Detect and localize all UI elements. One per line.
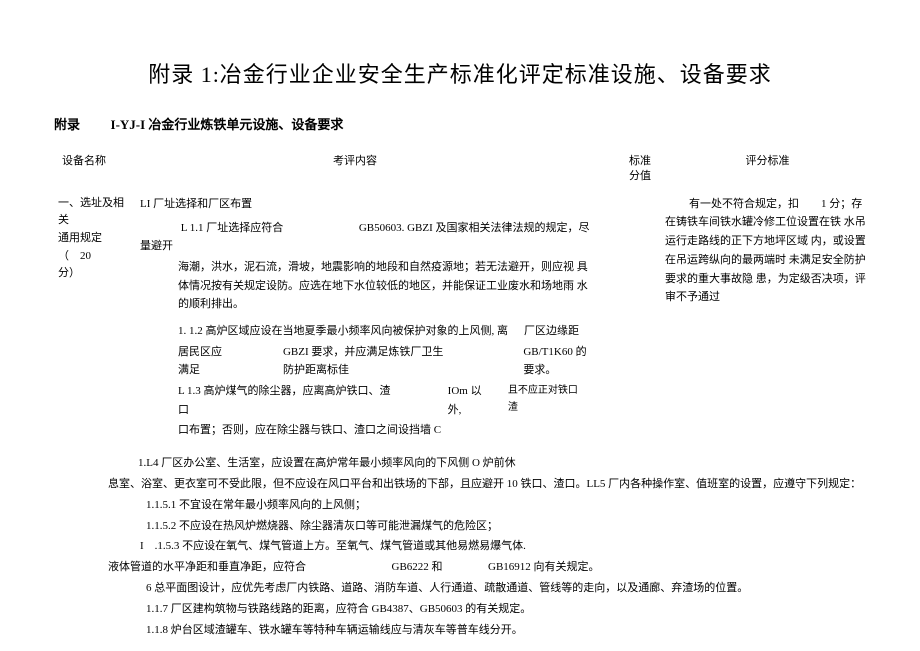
text-frag: 海潮，洪水，泥石流，滑坡，地震影响的地段和自然疫源地；若无法避开，则应视 具体情…: [178, 261, 588, 310]
header-score-l1: 标准: [615, 154, 665, 169]
text-frag: 液体管道的水平净距和垂直净距，应符合: [108, 561, 306, 573]
left-line: 一、选址及相关: [58, 195, 130, 230]
appendix-subtitle: 附录 I-YJ-I 冶金行业炼铁单元设施、设备要求: [50, 116, 870, 134]
header-score: 标准 分值: [615, 154, 665, 185]
paragraph: 口布置；否则，应在除尘器与铁口、渣口之间设挡墙 C: [140, 421, 595, 440]
left-line: 分）: [58, 265, 130, 283]
paragraph: 6 总平面图设计，应优先考虑厂内铁路、道路、消防车道、人行通道、疏散通道、管线等…: [98, 579, 870, 599]
paragraph: L 1.1 厂址选择应符合 GB50603. GBZI 及国家相关法律法规的规定…: [140, 219, 595, 256]
equipment-name-cell: 一、选址及相关 通用规定 （ 20 分）: [50, 195, 130, 442]
text-frag: 口布置；否则，应在除尘器与铁口、渣口之间设挡墙 C: [178, 424, 441, 436]
text-frag: GB6222 和: [392, 561, 443, 573]
paragraph: 1.1.5.2 不应设在热风炉燃烧器、除尘器清灰口等可能泄漏煤气的危险区；: [98, 517, 870, 537]
text-frag: GB16912 向有关规定。: [488, 561, 600, 573]
table-body: 一、选址及相关 通用规定 （ 20 分） LI 厂址选择和厂区布置 L 1.1 …: [50, 195, 870, 442]
subtitle-code: I-YJ-I 冶金行业炼铁单元设施、设备要求: [111, 117, 344, 132]
paragraph: 居民区应满足 GBZI 要求，并应满足炼铁厂卫生防护距离标佳 GB/T1K60 …: [140, 343, 595, 380]
text-frag: 居民区应满足: [178, 343, 227, 380]
header-name: 设备名称: [50, 154, 155, 185]
paragraph: L 1.3 高炉煤气的除尘器，应离高炉铁口、渣口 IOm 以外, 且不应正对铁口…: [140, 382, 595, 419]
paragraph: 息室、浴室、更衣室可不受此限，但不应设在风口平台和出铁场的下部，且应避开 10 …: [98, 475, 870, 495]
text-frag: GB/T1K60 的要求。: [523, 343, 595, 380]
paragraph: 液体管道的水平净距和垂直净距，应符合 GB6222 和 GB16912 向有关规…: [98, 558, 870, 578]
text-frag: GBZI 要求，并应满足炼铁厂卫生防护距离标佳: [283, 343, 452, 380]
page-title: 附录 1:冶金行业企业安全生产标准化评定标准设施、设备要求: [50, 60, 870, 91]
left-line: （ 20: [58, 248, 130, 266]
paragraph: 1.1.7 厂区建构筑物与铁路线路的距离，应符合 GB4387、GB50603 …: [98, 600, 870, 620]
paragraph: I .1.5.3 不应设在氧气、煤气管道上方。至氧气、煤气管道或其他易燃易爆气体…: [98, 537, 870, 557]
criteria-text: 有一处不符合规定，扣 1 分；存在铸铁车间铁水罐冷修工位设置在铁 水吊运行走路线…: [665, 198, 866, 303]
paragraph: 1. 1.2 高炉区域应设在当地夏季最小频率风向被保护对象的上风侧, 离 厂区边…: [140, 322, 595, 341]
subtitle-prefix: 附录: [54, 117, 80, 132]
text-frag: 且不应正对铁口 渣: [508, 382, 595, 419]
left-line: 通用规定: [58, 230, 130, 248]
header-score-l2: 分值: [615, 169, 665, 184]
header-content: 考评内容: [155, 154, 615, 185]
section-heading: LI 厂址选择和厂区布置: [140, 195, 595, 215]
text-frag: L 1.3 高炉煤气的除尘器，应离高炉铁口、渣口: [178, 382, 395, 419]
content-continuation: 1.L4 厂区办公室、生活室，应设置在高炉常年最小频率风向的下风侧 O 炉前休 …: [50, 454, 870, 640]
text-frag: 1. 1.2 高炉区域应设在当地夏季最小频率风向被保护对象的上风侧, 离: [178, 322, 508, 341]
score-cell: [605, 195, 655, 442]
text-frag: L 1.1 厂址选择应符合: [181, 222, 284, 234]
paragraph: 1.L4 厂区办公室、生活室，应设置在高炉常年最小频率风向的下风侧 O 炉前休: [98, 454, 870, 474]
text-frag: IOm 以外,: [448, 382, 494, 419]
paragraph: 海潮，洪水，泥石流，滑坡，地震影响的地段和自然疫源地；若无法避开，则应视 具体情…: [140, 258, 595, 314]
content-cell: LI 厂址选择和厂区布置 L 1.1 厂址选择应符合 GB50603. GBZI…: [140, 195, 595, 442]
paragraph: 1.1.8 炉台区域渣罐车、铁水罐车等特种车辆运输线应与清灰车等普车线分开。: [98, 621, 870, 641]
text-frag: 厂区边缘距: [524, 322, 579, 341]
paragraph: 1.1.5.1 不宜设在常年最小频率风向的上风侧；: [98, 496, 870, 516]
header-criteria: 评分标准: [665, 154, 870, 185]
criteria-cell: 有一处不符合规定，扣 1 分；存在铸铁车间铁水罐冷修工位设置在铁 水吊运行走路线…: [665, 195, 870, 442]
table-header-row: 设备名称 考评内容 标准 分值 评分标准: [50, 154, 870, 185]
